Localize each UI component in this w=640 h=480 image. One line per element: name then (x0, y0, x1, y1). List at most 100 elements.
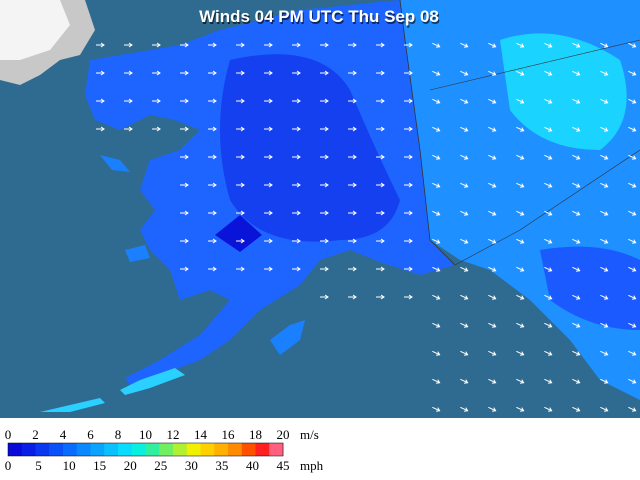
wind-arrow (460, 70, 469, 76)
wind-arrow (432, 98, 441, 104)
wind-arrow (236, 126, 245, 132)
wind-arrow (488, 378, 497, 384)
wind-arrow (460, 322, 469, 328)
wind-arrow (572, 210, 581, 216)
wind-arrow (96, 126, 105, 132)
wind-arrow (320, 70, 329, 76)
wind-arrow (264, 266, 273, 272)
color-swatch (76, 443, 91, 456)
wind-arrow (516, 182, 525, 188)
color-swatch (90, 443, 105, 456)
ms-tick-label: 12 (167, 427, 180, 442)
wind-arrow (460, 378, 469, 384)
color-swatch (214, 443, 229, 456)
wind-arrow (600, 182, 609, 188)
border (399, 0, 456, 266)
ms-tick-label: 0 (5, 427, 12, 442)
island (100, 155, 130, 172)
wind-arrow (572, 378, 581, 384)
wind-arrow (628, 266, 637, 272)
wind-arrow (376, 42, 385, 48)
ms-tick-label: 14 (194, 427, 208, 442)
wind-arrow (544, 238, 553, 244)
wind-arrow (628, 322, 637, 328)
wind-arrow (96, 70, 105, 76)
wind-arrow (404, 154, 413, 160)
wind-arrow (292, 42, 301, 48)
color-bar-frame (7, 442, 284, 457)
wind-arrow (460, 126, 469, 132)
wind-arrow (236, 154, 245, 160)
wind-arrow (292, 266, 301, 272)
wind-arrow (628, 154, 637, 160)
wind-arrow (432, 322, 441, 328)
wind-arrow (208, 98, 217, 104)
mph-tick-label: 35 (215, 458, 228, 473)
island (270, 320, 305, 355)
ms-tick-label: 10 (139, 427, 152, 442)
wind-arrow (180, 154, 189, 160)
wind-arrow (544, 126, 553, 132)
color-swatch (173, 443, 188, 456)
mph-unit: mph (300, 458, 324, 473)
wind-arrow (488, 238, 497, 244)
island (125, 245, 150, 262)
wind-arrow (376, 294, 385, 300)
wind-arrow (320, 238, 329, 244)
wind-arrow (236, 238, 245, 244)
wind-arrow (376, 98, 385, 104)
wind-arrow (460, 98, 469, 104)
wind-arrow (264, 98, 273, 104)
wind-arrow (544, 350, 553, 356)
color-swatch (8, 443, 23, 456)
wind-arrow (516, 350, 525, 356)
color-swatch (159, 443, 174, 456)
ms-tick-label: 2 (32, 427, 39, 442)
wind-arrow (404, 294, 413, 300)
wind-arrow (572, 266, 581, 272)
wind-arrow (600, 238, 609, 244)
color-swatch (131, 443, 146, 456)
wind-arrow (320, 182, 329, 188)
mph-tick-label: 15 (93, 458, 106, 473)
wind-arrow (292, 182, 301, 188)
wind-arrow (544, 266, 553, 272)
wind-arrow (572, 350, 581, 356)
mph-tick-label: 25 (154, 458, 167, 473)
province-border (429, 39, 640, 266)
wind-arrow (516, 322, 525, 328)
wind-arrow (628, 350, 637, 356)
wind-arrow (432, 210, 441, 216)
wind-arrow (208, 210, 217, 216)
wind-arrow (152, 126, 161, 132)
wind-arrow (96, 98, 105, 104)
mph-tick-label: 20 (124, 458, 137, 473)
wind-arrow (264, 70, 273, 76)
wind-arrow (488, 322, 497, 328)
wind-arrow (488, 154, 497, 160)
wind-arrow (96, 42, 105, 48)
wind-arrow (152, 70, 161, 76)
wind-arrow (404, 126, 413, 132)
mph-tick-label: 0 (5, 458, 12, 473)
wind-arrow (180, 182, 189, 188)
color-legend: 0 2 4 6 8 10 12 14 16 18 20 m/s 0 5 10 15 20 25 30 35 40 45 mp… (5, 427, 324, 473)
wind-arrow (544, 98, 553, 104)
wind-arrow (572, 126, 581, 132)
wind-arrow (572, 42, 581, 48)
wind-arrow (180, 70, 189, 76)
wind-arrow (404, 266, 413, 272)
color-swatch (118, 443, 133, 456)
mph-tick-label: 40 (246, 458, 259, 473)
wind-arrow (320, 294, 329, 300)
russia-snow (0, 0, 70, 60)
wind-arrow (488, 182, 497, 188)
color-swatch (255, 443, 270, 456)
wind-arrow (544, 154, 553, 160)
wind-arrow (432, 154, 441, 160)
wind-arrow (404, 42, 413, 48)
wind-arrow (628, 238, 637, 244)
wind-arrow (516, 42, 525, 48)
